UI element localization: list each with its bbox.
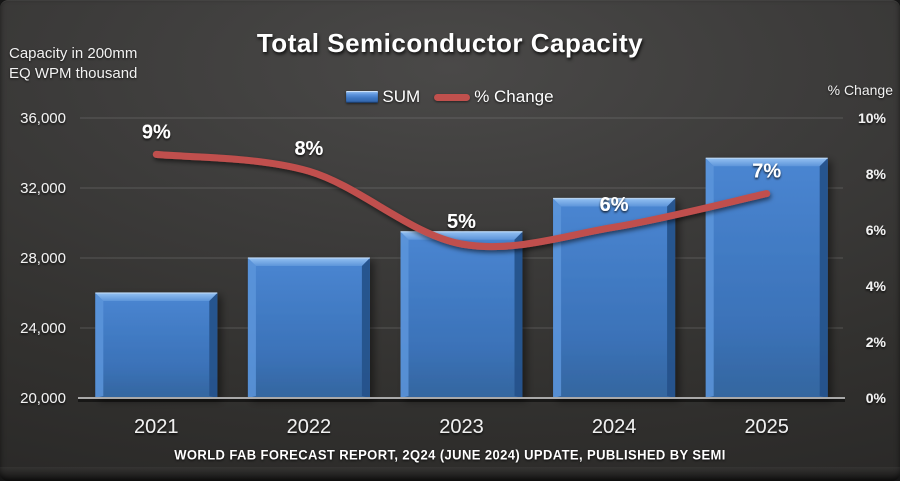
right-axis-title: % Change [827, 82, 893, 98]
data-label-2025: 7% [752, 161, 781, 183]
bar-2024 [553, 197, 676, 398]
bar-series-swatch-icon [346, 91, 379, 103]
bar-2022 [247, 257, 370, 398]
legend: SUM % Change [0, 87, 900, 107]
data-label-2024: 6% [600, 194, 629, 216]
left-axis-tick-label: 28,000 [20, 250, 66, 267]
right-axis-tick-label: 8% [866, 166, 887, 182]
legend-item-pct-change: % Change [434, 87, 554, 107]
data-label-2022: 8% [294, 138, 323, 160]
x-axis-label-2022: 2022 [287, 416, 332, 438]
left-axis-tick-label: 36,000 [20, 110, 66, 127]
left-axis-tick-label: 24,000 [20, 320, 66, 337]
bar-2025 [705, 157, 828, 398]
left-axis-title-line2: EQ WPM thousand [9, 65, 138, 82]
footer-caption: WORLD FAB FORECAST REPORT, 2Q24 (JUNE 20… [174, 446, 726, 463]
legend-label-sum: SUM [382, 87, 421, 106]
left-axis-tick-labels: 36,000 32,000 28,000 24,000 20,000 [20, 110, 66, 407]
right-axis-tick-label: 2% [866, 334, 887, 350]
legend-label-pct-change: % Change [474, 87, 554, 106]
pct-change-data-labels: 9% 8% 5% 6% 7% [142, 121, 782, 233]
left-axis-tick-label: 32,000 [20, 180, 66, 197]
legend-item-sum: SUM [346, 87, 420, 107]
right-axis-tick-labels: 10% 8% 6% 4% 2% 0% [858, 110, 887, 406]
right-axis-tick-label: 0% [866, 390, 887, 406]
x-axis-label-2021: 2021 [134, 416, 179, 438]
line-series-swatch-icon [434, 93, 471, 101]
right-axis-tick-label: 10% [858, 110, 887, 126]
bar-series [95, 157, 828, 398]
bar-2021 [95, 292, 218, 398]
left-axis-title-line1: Capacity in 200mm [9, 45, 138, 62]
x-axis-category-labels: 2021 2022 2023 2024 2025 [134, 416, 789, 438]
left-axis-title: Capacity in 200mm EQ WPM thousand [9, 44, 137, 84]
left-axis-tick-label: 20,000 [20, 390, 66, 407]
data-label-2021: 9% [142, 121, 171, 143]
bar-2023 [400, 231, 523, 398]
x-axis-label-2024: 2024 [592, 416, 637, 438]
data-label-2023: 5% [447, 211, 476, 233]
x-axis-label-2025: 2025 [744, 416, 789, 438]
right-axis-tick-label: 4% [866, 278, 887, 294]
chart-title: Total Semiconductor Capacity [256, 28, 644, 58]
pct-change-line [152, 150, 771, 251]
right-axis-tick-label: 6% [866, 222, 887, 238]
x-axis-label-2023: 2023 [439, 416, 484, 438]
